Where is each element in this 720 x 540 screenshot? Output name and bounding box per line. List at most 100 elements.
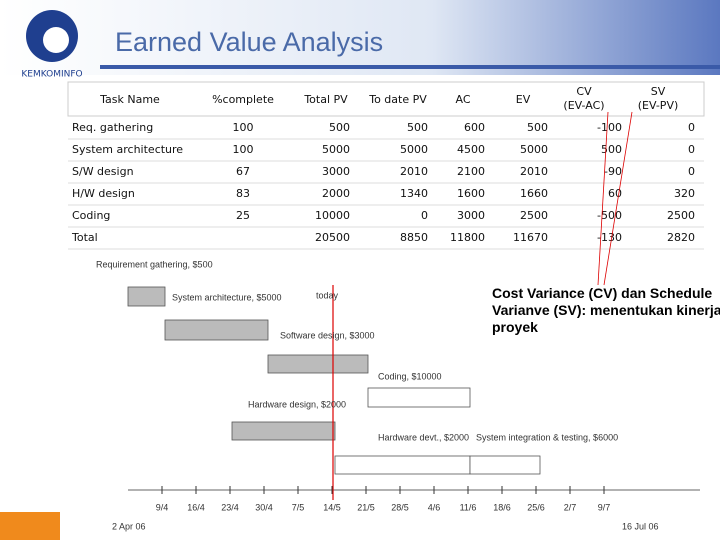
cell: -90 xyxy=(604,165,622,178)
date-label: 9/4 xyxy=(156,502,169,512)
task-label: Software design, $3000 xyxy=(280,330,375,340)
cell: 2000 xyxy=(322,187,350,200)
cell: 2010 xyxy=(400,165,428,178)
cell: 0 xyxy=(421,209,428,222)
header-row xyxy=(67,81,705,117)
cell: 600 xyxy=(464,121,485,134)
header-rule xyxy=(100,65,720,69)
cell: 5000 xyxy=(400,143,428,156)
gantt-bar xyxy=(231,421,336,441)
date-label: 2/7 xyxy=(564,502,577,512)
start-date: 2 Apr 06 xyxy=(112,521,146,531)
task-label: Coding, $10000 xyxy=(378,371,442,381)
cell: -100 xyxy=(597,121,622,134)
date-label: 30/4 xyxy=(255,502,273,512)
cell: 20500 xyxy=(315,231,350,244)
date-label: 21/5 xyxy=(357,502,375,512)
task-label: System architecture, $5000 xyxy=(172,292,282,302)
date-label: 14/5 xyxy=(323,502,341,512)
gantt xyxy=(127,111,700,500)
column-header: Total PV xyxy=(303,93,348,106)
task-label: Hardware design, $2000 xyxy=(248,399,346,409)
cell: 0 xyxy=(688,143,695,156)
cell: 67 xyxy=(236,165,250,178)
title: Earned Value Analysis xyxy=(115,27,383,57)
cell: 500 xyxy=(527,121,548,134)
logo-inner xyxy=(43,27,69,53)
column-header: Task Name xyxy=(99,93,160,106)
date-label: 23/4 xyxy=(221,502,239,512)
date-label: 11/6 xyxy=(460,502,477,512)
gantt-bar xyxy=(164,319,269,341)
cell: 2100 xyxy=(457,165,485,178)
date-label: 28/5 xyxy=(391,502,409,512)
task-label: System integration & testing, $6000 xyxy=(476,432,618,442)
cell: 11670 xyxy=(513,231,548,244)
today-label: today xyxy=(316,290,339,300)
cell: 83 xyxy=(236,187,250,200)
cell: 8850 xyxy=(400,231,428,244)
column-header: CV (EV-AC) xyxy=(563,85,604,112)
task-label: Hardware devt., $2000 xyxy=(378,432,469,442)
gantt-bar xyxy=(469,455,541,475)
cell: 3000 xyxy=(322,165,350,178)
cell: 100 xyxy=(233,121,254,134)
annotation-line xyxy=(603,111,633,286)
cell: 5000 xyxy=(520,143,548,156)
cell: -130 xyxy=(597,231,622,244)
cell: Req. gathering xyxy=(72,121,153,134)
header-band xyxy=(0,0,720,75)
cell: S/W design xyxy=(72,165,134,178)
cell: 2500 xyxy=(667,209,695,222)
cell: 0 xyxy=(688,121,695,134)
cell: 100 xyxy=(233,143,254,156)
cell: System architecture xyxy=(72,143,183,156)
corner-accent xyxy=(0,512,60,540)
gantt-bar xyxy=(127,286,166,307)
column-header: To date PV xyxy=(368,93,427,106)
cell: Total xyxy=(71,231,98,244)
date-label: 7/5 xyxy=(292,502,305,512)
annotation-box: Cost Variance (CV) dan Schedule Varianve… xyxy=(492,285,720,335)
cell: 0 xyxy=(688,165,695,178)
table: Task Name %complete Total PV To date PV AC EV… xyxy=(67,81,705,250)
cell: 500 xyxy=(329,121,350,134)
task-label: Requirement gathering, $500 xyxy=(96,259,213,269)
date-label: 16/4 xyxy=(187,502,205,512)
cell: 25 xyxy=(236,209,250,222)
cell: 1660 xyxy=(520,187,548,200)
cell: 320 xyxy=(674,187,695,200)
cell: 500 xyxy=(601,143,622,156)
cell: Coding xyxy=(72,209,110,222)
cell: 2500 xyxy=(520,209,548,222)
annotation-line xyxy=(597,111,609,286)
end-date: 16 Jul 06 xyxy=(622,521,659,531)
cell: 4500 xyxy=(457,143,485,156)
cell: 5000 xyxy=(322,143,350,156)
gantt-bar xyxy=(334,455,471,475)
column-header: AC xyxy=(455,93,470,106)
date-label: 4/6 xyxy=(428,502,441,512)
column-header: EV xyxy=(516,93,531,106)
column-header: %complete xyxy=(212,93,274,106)
cell: 11800 xyxy=(450,231,485,244)
cell: 1340 xyxy=(400,187,428,200)
annotation: Cost Variance (CV) dan Schedule Varianve… xyxy=(492,285,720,335)
gantt-bar xyxy=(367,387,471,408)
date-label: 25/6 xyxy=(527,502,545,512)
cell: 500 xyxy=(407,121,428,134)
date-label: 18/6 xyxy=(493,502,511,512)
cell: 10000 xyxy=(315,209,350,222)
logo-text: KEMKOMINFO xyxy=(21,70,82,80)
cell: -500 xyxy=(597,209,622,222)
date-ticks: 9/4 16/4 23/4 30/4 7/5 14/5 21/5 28/5 4/6 11/6 18/… xyxy=(156,486,611,512)
gantt-bar xyxy=(267,354,369,374)
column-header: SV (EV-PV) xyxy=(638,85,679,112)
cell: 1600 xyxy=(457,187,485,200)
cell: 2010 xyxy=(520,165,548,178)
cell: 2820 xyxy=(667,231,695,244)
cell: H/W design xyxy=(72,187,135,200)
cell: 3000 xyxy=(457,209,485,222)
date-label: 9/7 xyxy=(598,502,611,512)
